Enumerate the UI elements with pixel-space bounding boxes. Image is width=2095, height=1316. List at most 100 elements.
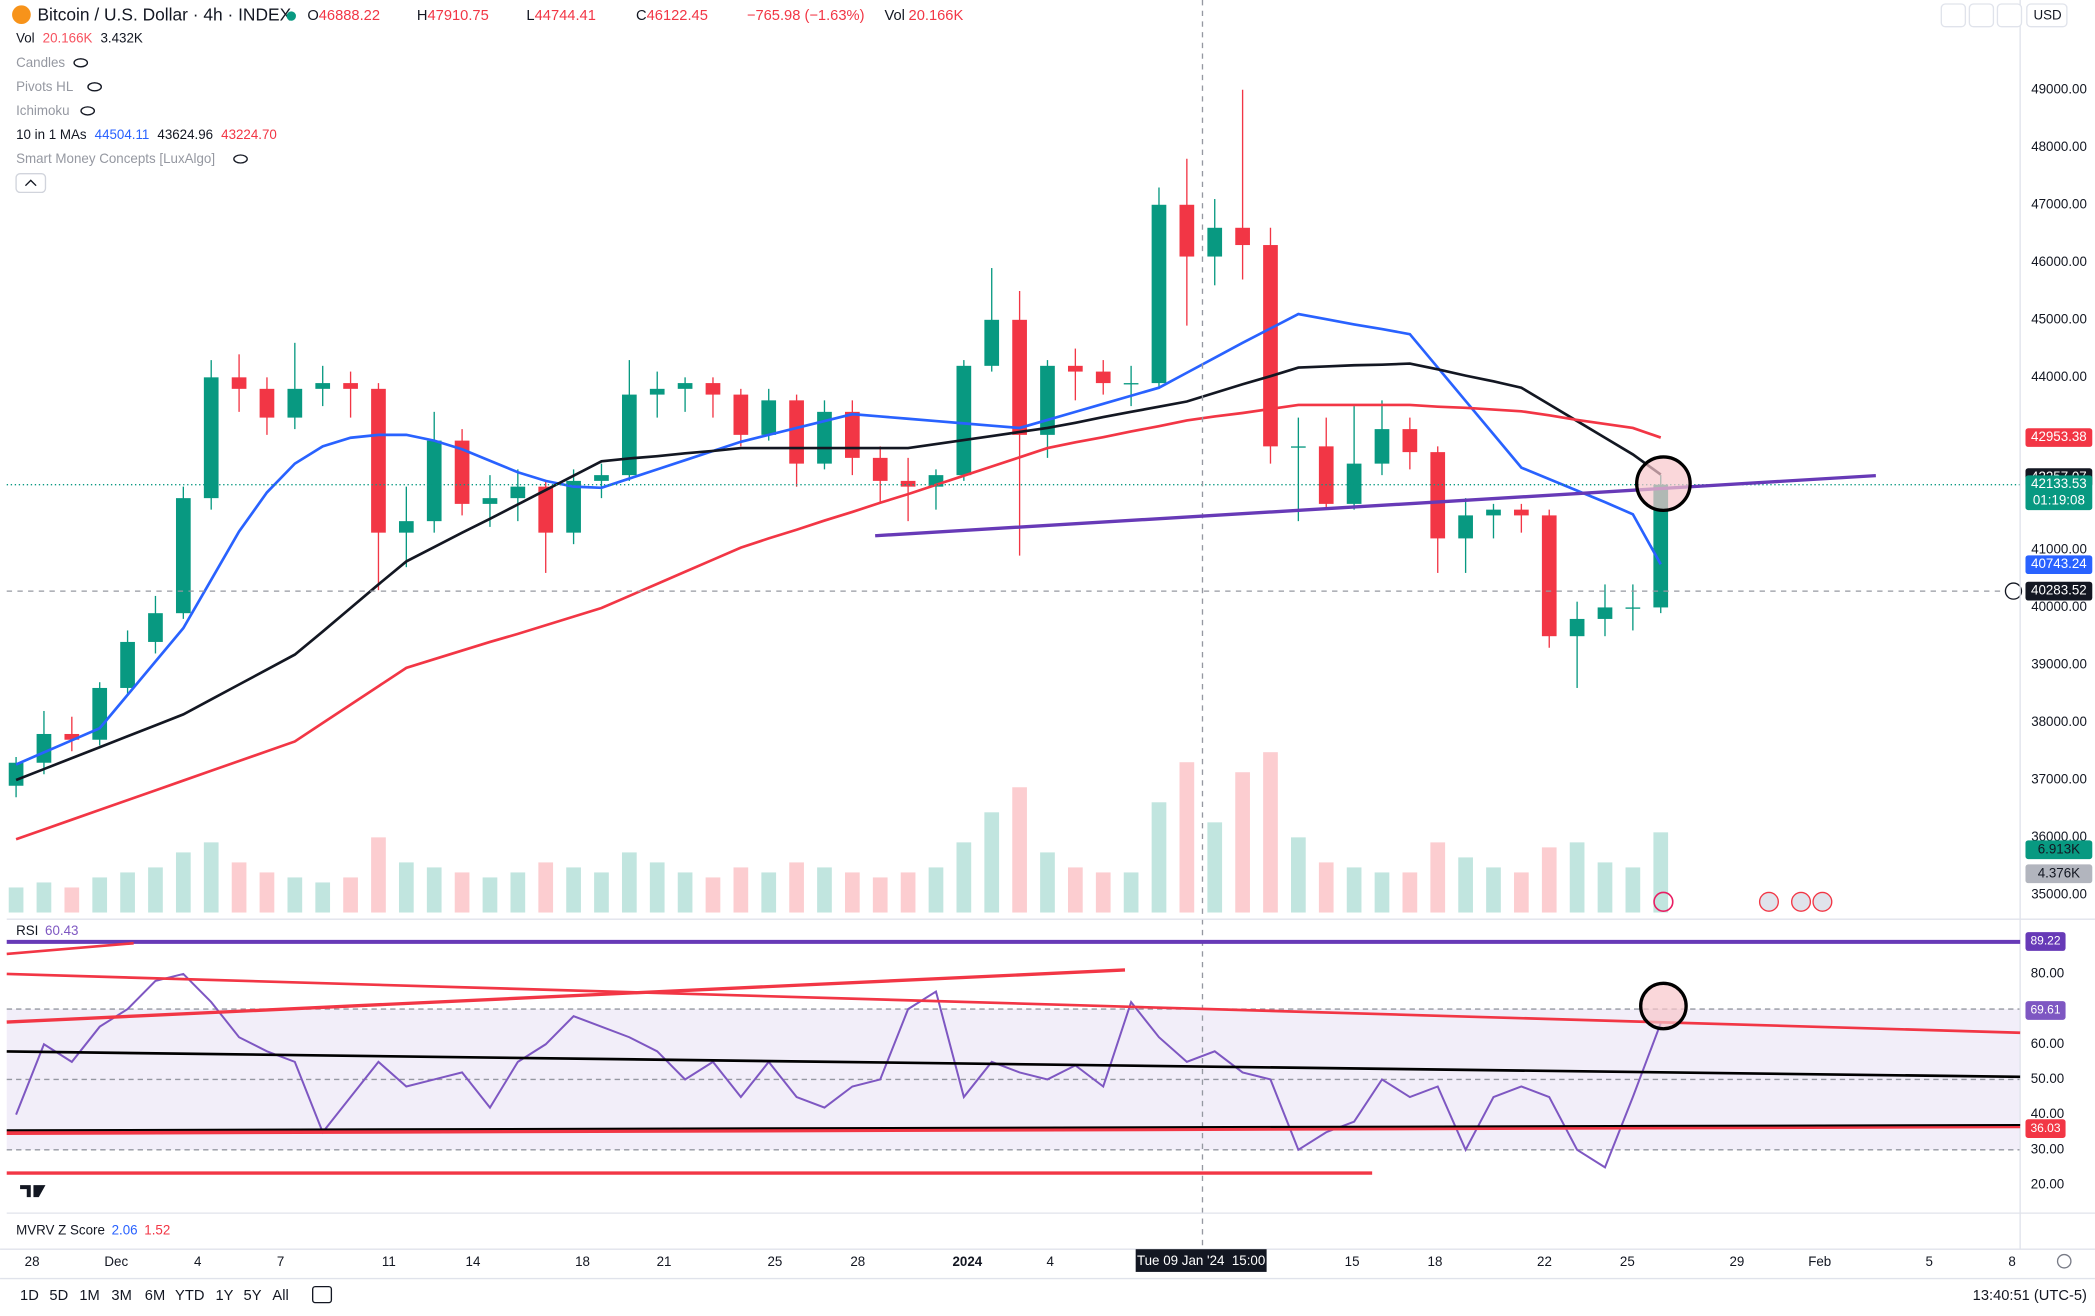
candle-body	[1430, 452, 1446, 539]
legend-name: Pivots HL	[16, 78, 73, 93]
visibility-icon[interactable]	[87, 82, 102, 92]
trend-line[interactable]	[875, 473, 1876, 538]
volume-bar	[482, 877, 498, 913]
volume-bar	[1653, 832, 1669, 913]
volume-bar	[649, 862, 665, 913]
x-tick-label: 18	[575, 1254, 590, 1269]
add-alert-icon[interactable]	[2004, 582, 2023, 600]
scale-button[interactable]	[1996, 3, 2023, 28]
volume-bar	[1541, 847, 1557, 913]
y-tick-label: 45000.00	[2031, 311, 2087, 326]
visibility-icon[interactable]	[73, 58, 89, 68]
candle-body	[1569, 618, 1585, 637]
legend-row: Ichimoku	[16, 102, 69, 117]
rsi-trend-line[interactable]	[6, 1124, 2021, 1135]
rsi-trend-line[interactable]	[6, 1123, 2021, 1132]
candle-body	[594, 475, 609, 481]
rsi-trend-line[interactable]	[6, 972, 2021, 1035]
candle-body	[566, 480, 581, 533]
candle-body	[928, 475, 944, 487]
candle-body	[705, 383, 721, 395]
volume-bar	[789, 862, 804, 913]
candle-body	[1291, 446, 1306, 448]
y-tick-label: 35000.00	[2031, 887, 2087, 902]
period-button[interactable]: 1D	[20, 1288, 39, 1304]
legend-name: Vol	[16, 30, 35, 45]
candle-body	[1235, 227, 1250, 246]
price-badge-label: 40283.52	[2031, 583, 2087, 598]
rsi-trend-line[interactable]	[6, 968, 1126, 1024]
moving-average	[15, 362, 1662, 782]
candle-body	[1346, 463, 1362, 504]
volume-bar	[1012, 787, 1027, 913]
alert-icon[interactable]	[1653, 891, 1674, 912]
period-button[interactable]: All	[272, 1288, 288, 1304]
scale-button[interactable]	[1940, 3, 1967, 28]
x-tick-label: 14	[466, 1254, 481, 1269]
candle-body	[92, 687, 108, 740]
ohlc-values: O46888.22 H47910.75 L44744.41 C46122.45	[307, 8, 708, 24]
candle-body	[1625, 607, 1641, 609]
y-tick-label: 44000.00	[2031, 369, 2087, 384]
candle-body	[426, 440, 442, 522]
volume-bar	[259, 872, 275, 913]
volume-bar	[1235, 772, 1250, 913]
currency-button[interactable]	[2026, 3, 2068, 28]
highlight-circle[interactable]	[1639, 981, 1688, 1031]
volume-bar	[621, 852, 637, 913]
rsi-badge	[2025, 932, 2066, 951]
candle-body	[1653, 484, 1669, 608]
volume-bar	[148, 867, 163, 913]
period-button[interactable]: 1M	[79, 1288, 99, 1304]
period-button[interactable]: 5D	[49, 1288, 68, 1304]
volume-bar	[733, 867, 749, 913]
y-tick-label: 39000.00	[2031, 656, 2087, 671]
legend-value: 43224.70	[221, 126, 277, 141]
collapse-icon	[24, 179, 37, 187]
volume-badge-label: 6.913K	[2038, 841, 2080, 856]
rsi-line	[15, 972, 1662, 1169]
period-button[interactable]: YTD	[175, 1288, 204, 1304]
period-button[interactable]: 5Y	[244, 1288, 262, 1304]
rsi-trend-line[interactable]	[6, 1050, 2021, 1079]
candle-body	[789, 400, 804, 464]
visibility-icon[interactable]	[80, 106, 96, 116]
volume-bar	[1068, 867, 1083, 913]
date-range-icon[interactable]	[312, 1285, 333, 1304]
rsi-trend-line[interactable]	[6, 941, 134, 956]
legend-name: Smart Money Concepts [LuxAlgo]	[16, 151, 215, 166]
y-tick-label: 48000.00	[2031, 139, 2087, 154]
volume-bar	[1346, 867, 1362, 913]
candle-body	[371, 388, 386, 533]
candle-body	[175, 498, 191, 614]
scale-button[interactable]	[1968, 3, 1995, 28]
volume-bar	[203, 842, 219, 913]
price-badge-label: 40743.24	[2031, 556, 2087, 571]
candle-body	[1040, 365, 1055, 435]
rsi-badge	[2025, 1119, 2066, 1138]
candle-body	[872, 457, 888, 481]
settings-icon[interactable]	[2056, 1253, 2072, 1269]
event-flag[interactable]	[1812, 891, 1833, 912]
volume-bar	[36, 882, 52, 913]
x-tick-label: 22	[1537, 1254, 1552, 1269]
ohlc-letter: L	[526, 8, 534, 24]
event-flag[interactable]	[1758, 891, 1779, 912]
visibility-icon[interactable]	[233, 154, 248, 164]
volume-bar	[64, 887, 80, 913]
collapse-button[interactable]	[15, 173, 47, 194]
highlight-circle[interactable]	[1635, 455, 1692, 513]
legend-name: Ichimoku	[16, 102, 69, 117]
change: −765.98 (−1.63%)	[747, 8, 865, 24]
market-status	[286, 11, 296, 21]
period-button[interactable]: 3M	[111, 1288, 131, 1304]
x-tick-label: 5	[1926, 1254, 1933, 1269]
ohlc-item: L44744.41	[526, 8, 595, 24]
period-button[interactable]: 1Y	[216, 1288, 234, 1304]
rsi-tick-label: 20.00	[2031, 1177, 2064, 1192]
period-button[interactable]: 6M	[145, 1288, 165, 1304]
candle-body	[231, 377, 247, 389]
x-tick-label: 29	[1729, 1254, 1744, 1269]
event-flag[interactable]	[1791, 891, 1812, 912]
